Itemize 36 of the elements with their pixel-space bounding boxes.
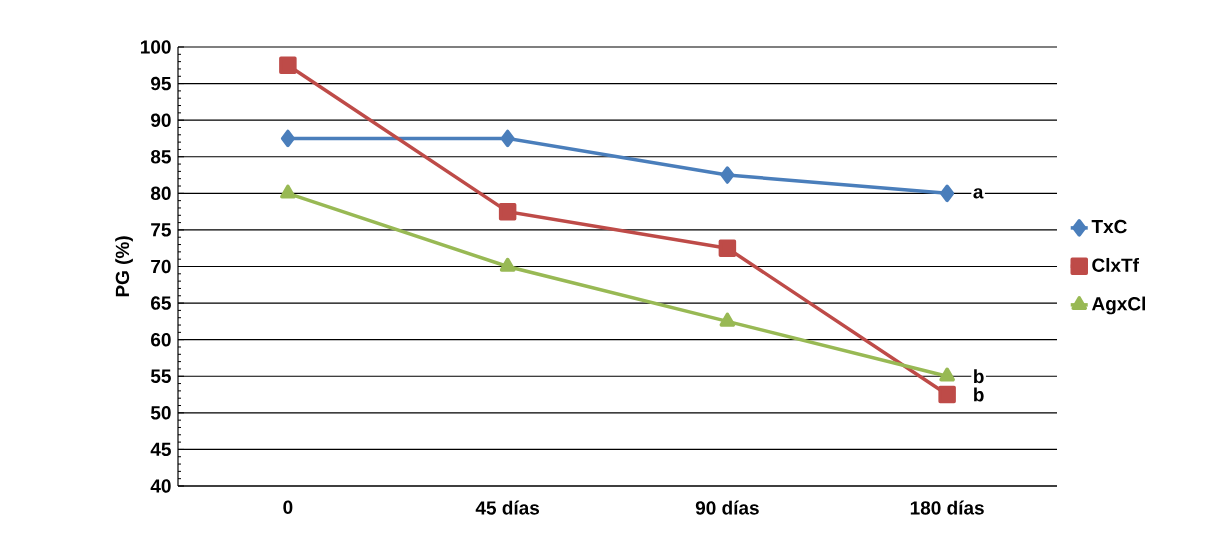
point — [280, 184, 296, 199]
annotation: b — [974, 369, 984, 384]
y-tick-label: 65 — [151, 296, 171, 310]
y-tick-label: 50 — [150, 406, 171, 420]
y-tick-label: 85 — [150, 150, 171, 164]
x-tick-label: 180 días — [910, 500, 984, 515]
legend-label: ClxTf — [1092, 257, 1140, 272]
point — [938, 385, 956, 404]
y-tick-label: 70 — [151, 259, 171, 274]
y-tick-label: 95 — [150, 76, 171, 91]
x-tick-label: 0 — [283, 500, 293, 514]
y-tick-label: 45 — [150, 442, 171, 457]
point — [498, 202, 517, 221]
y-tick-label: 40 — [150, 479, 171, 493]
point — [500, 129, 515, 148]
point — [279, 56, 297, 75]
point — [499, 257, 516, 272]
annotation: b — [974, 387, 984, 402]
y-tick-label: 55 — [150, 369, 171, 383]
annotation: a — [973, 188, 984, 199]
point — [718, 239, 737, 257]
point — [939, 367, 955, 382]
point — [719, 312, 736, 327]
y-tick-label: 60 — [151, 332, 171, 347]
x-tick-label: 90 días — [695, 500, 759, 515]
x-tick-label: 45 días — [475, 500, 540, 515]
point — [720, 166, 735, 184]
legend-label: AgxCl — [1091, 296, 1146, 315]
y-tick-label: 90 — [150, 113, 171, 127]
legend-label: TxC — [1091, 219, 1127, 234]
y-tick-label: 100 — [140, 40, 171, 54]
point — [940, 184, 955, 203]
y-tick-label: 75 — [151, 223, 171, 237]
point — [280, 129, 295, 148]
y-tick-label: 80 — [150, 186, 171, 201]
y-axis-title: PG (%) — [115, 236, 133, 297]
